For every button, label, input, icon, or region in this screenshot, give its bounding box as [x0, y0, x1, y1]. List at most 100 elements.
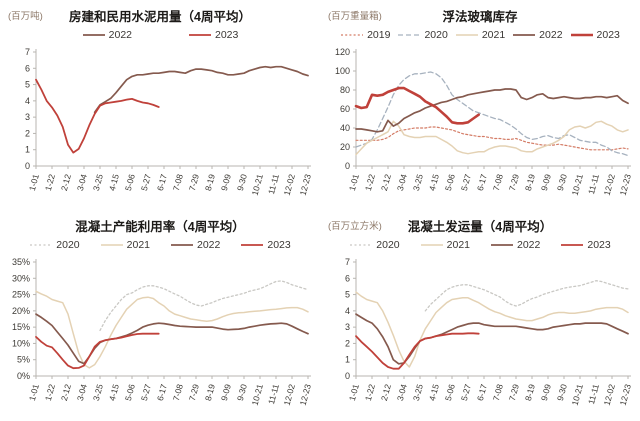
legend-label-2021: 2021 [126, 239, 150, 251]
legend-swatch-2023 [570, 33, 593, 37]
x-tick-label: 7-08 [491, 383, 505, 402]
series-line-2020 [355, 71, 629, 157]
legend-swatch-2023 [241, 244, 264, 246]
x-tick-label: 1-01 [27, 383, 41, 402]
legend-item-2020: 2020 [29, 239, 80, 251]
x-tick-label: 9-30 [555, 173, 569, 192]
y-tick-label: 40 [340, 123, 350, 133]
y-tick-label: 2 [345, 338, 350, 348]
x-tick-label: 1-22 [363, 383, 377, 402]
x-tick-label: 3-04 [75, 383, 89, 402]
legend-label-2020: 2020 [424, 29, 448, 41]
y-tick-label: 15% [12, 322, 30, 332]
legend-item-2022: 2022 [512, 29, 563, 41]
x-tick-label: 12-02 [282, 383, 297, 407]
x-tick-label: 9-30 [235, 383, 249, 402]
y-tick-label: 1 [345, 355, 350, 365]
legend-item-2023: 2023 [560, 239, 611, 251]
x-tick-label: 7-08 [171, 173, 185, 192]
y-tick-label: 30% [12, 273, 30, 283]
legend-label-2020: 2020 [376, 239, 400, 251]
x-tick-label: 5-27 [459, 173, 473, 192]
legend-item-2021: 2021 [420, 239, 470, 251]
unit-label: (百万重量箱) [328, 11, 382, 22]
x-tick-label: 4-15 [107, 383, 121, 402]
x-tick-label: 5-27 [139, 383, 153, 402]
chart-canvas: 0% 5% 10% 15% 20% 25% 30% 35% 1-01 1-22 2-12 3-04 3-… [12, 257, 313, 407]
legend-item-2019: 2019 [340, 29, 390, 41]
chart-header: 混凝土产能利用率（4周平均） [0, 210, 320, 234]
series-line-2023 [355, 332, 480, 370]
x-tick-label: 11-11 [586, 383, 601, 406]
x-tick-label: 7-08 [491, 173, 505, 192]
y-tick-label: 20% [12, 306, 30, 316]
y-tick-label: 2 [25, 128, 30, 138]
y-tick-label: 5 [345, 290, 350, 300]
x-tick-label: 2-12 [379, 173, 393, 192]
chart-header: (百万吨) 房建和民用水泥用量（4周平均） [0, 0, 320, 24]
x-tick-label: 1-22 [43, 383, 57, 402]
x-tick-label: 7-29 [187, 383, 201, 402]
x-tick-label: 10-21 [570, 173, 585, 197]
x-tick-label: 10-21 [250, 383, 265, 407]
legend-item-2023: 2023 [240, 239, 291, 251]
legend-label-2021: 2021 [481, 29, 506, 41]
x-tick-label: 11-11 [266, 173, 281, 196]
x-tick-label: 3-04 [75, 173, 89, 192]
legend-swatch-2021 [100, 244, 123, 246]
x-tick-label: 8-19 [523, 383, 537, 402]
x-tick-label: 12-02 [602, 383, 617, 407]
legend-item-2022: 2022 [170, 239, 220, 251]
series-line-2019 [355, 126, 629, 151]
y-tick-label: 20 [340, 142, 350, 152]
x-tick-label: 6-17 [155, 383, 169, 402]
x-tick-label: 5-27 [139, 173, 153, 192]
x-tick-label: 5-06 [443, 173, 457, 192]
legend-label-2022: 2022 [517, 239, 541, 251]
x-tick-label: 4-15 [107, 173, 121, 192]
x-tick-label: 9-09 [539, 173, 553, 192]
legend-label-2022: 2022 [197, 239, 221, 251]
x-tick-label: 8-19 [523, 173, 537, 192]
x-tick-label: 9-30 [555, 383, 569, 402]
y-tick-label: 5 [25, 80, 30, 90]
x-tick-label: 3-04 [395, 173, 409, 192]
x-tick-label: 8-19 [203, 383, 217, 402]
chart-title: 混凝土发运量（4周平均） [407, 220, 553, 234]
legend-swatch-2021 [455, 34, 478, 36]
legend-label-2023: 2023 [215, 29, 239, 41]
legend-swatch-2023 [189, 34, 211, 36]
legend-label-2023: 2023 [267, 239, 291, 251]
y-tick-label: 3 [345, 322, 350, 332]
x-tick-label: 5-06 [443, 383, 457, 402]
legend-item-2023: 2023 [570, 29, 620, 41]
x-tick-label: 6-17 [155, 173, 169, 192]
x-tick-label: 3-25 [411, 173, 425, 192]
y-tick-label: 0% [17, 371, 30, 381]
y-tick-label: 6 [25, 63, 30, 73]
y-tick-label: 4 [25, 96, 30, 106]
y-tick-label: 0 [25, 161, 30, 171]
legend-item-2022: 2022 [82, 29, 132, 41]
x-tick-label: 7-29 [507, 383, 521, 402]
legend-swatch-2023 [561, 244, 584, 246]
chart-concrete-capacity-utilization: 混凝土产能利用率（4周平均） 2020 2021 2022 2023 0% 5% 10% 1… [0, 210, 320, 421]
y-tick-label: 100 [335, 66, 350, 76]
legend-swatch-2022 [513, 34, 536, 36]
y-tick-label: 0 [345, 161, 350, 171]
unit-label: (百万吨) [8, 11, 43, 22]
legend-swatch-2022 [171, 244, 193, 246]
y-tick-label: 0 [345, 371, 350, 381]
legend-swatch-2021 [420, 244, 443, 246]
legend-item-2021: 2021 [100, 239, 150, 251]
x-tick-label: 9-09 [539, 383, 553, 402]
x-tick-label: 1-01 [347, 383, 361, 402]
chart-header: (百万立方米) 混凝土发运量（4周平均） [320, 210, 640, 234]
series-line-2023 [35, 332, 160, 370]
y-tick-label: 7 [25, 47, 30, 57]
x-tick-label: 1-01 [27, 173, 41, 192]
x-tick-label: 12-23 [618, 173, 633, 197]
x-tick-label: 3-04 [395, 383, 409, 402]
x-tick-label: 2-12 [59, 383, 73, 402]
